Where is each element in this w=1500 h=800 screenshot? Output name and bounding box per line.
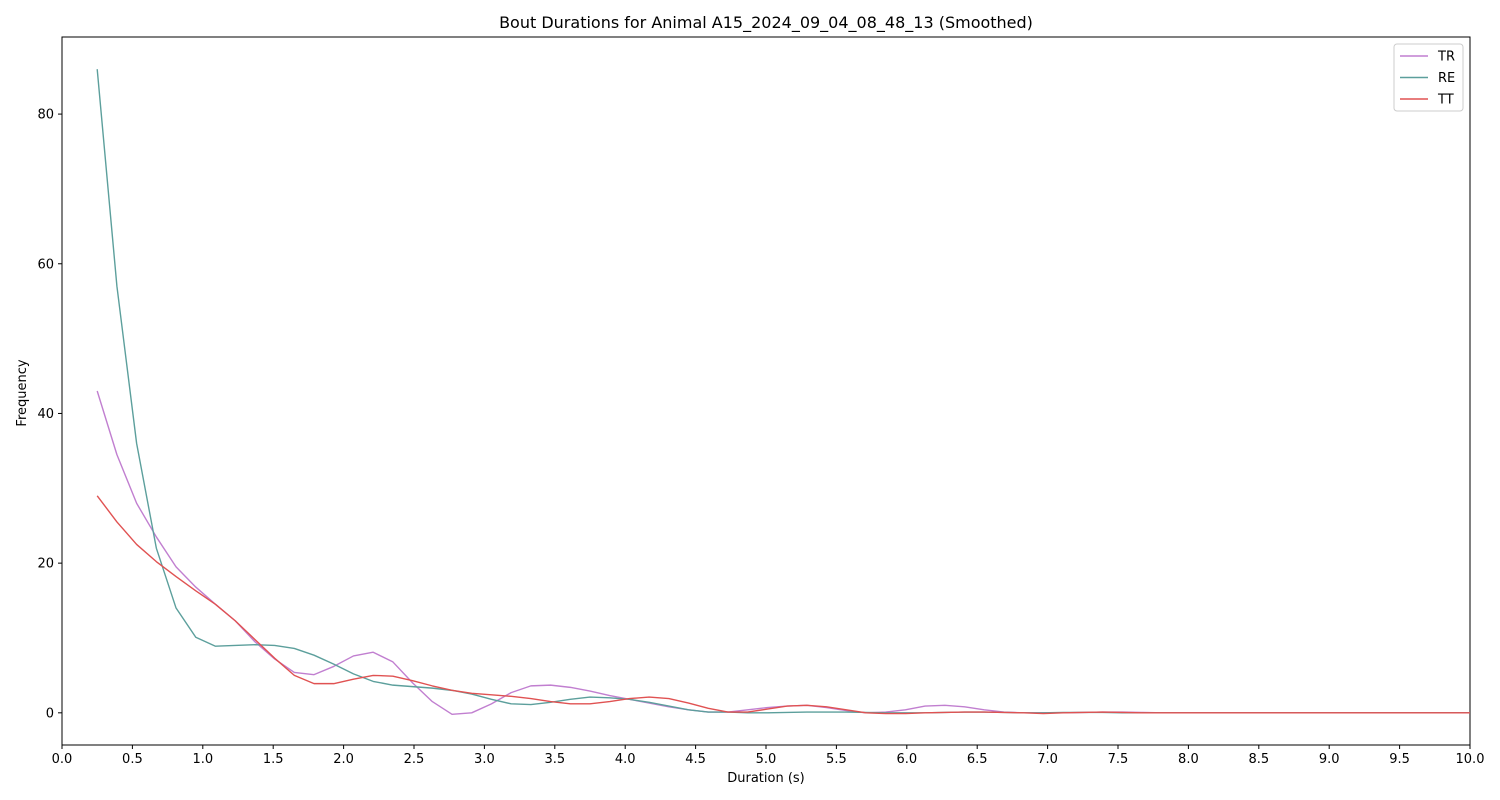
legend: TR RE TT <box>1393 43 1464 112</box>
x-tick-label: 7.5 <box>1108 752 1129 767</box>
x-tick-label: 2.0 <box>333 752 354 767</box>
x-tick-label: 0.0 <box>52 752 73 767</box>
chart-title: Bout Durations for Animal A15_2024_09_04… <box>499 13 1033 33</box>
x-tick-label: 6.5 <box>967 752 988 767</box>
x-tick-label: 9.0 <box>1319 752 1340 767</box>
series-line-re <box>96 69 1470 714</box>
x-tick-label: 3.5 <box>544 752 565 767</box>
x-tick-label: 9.5 <box>1389 752 1410 767</box>
x-axis: 0.0 0.5 1.0 1.5 2.0 2.5 3.0 3.5 4.0 4.5 5.0 5.5 6.0 6… <box>52 745 1485 767</box>
x-tick-label: 5.5 <box>826 752 847 767</box>
legend-label-tt: TT <box>1437 93 1454 108</box>
plot-area <box>61 36 1471 746</box>
y-tick-label: 20 <box>37 557 54 572</box>
x-tick-label: 1.5 <box>263 752 284 767</box>
x-tick-label: 3.0 <box>474 752 495 767</box>
x-tick-label: 5.0 <box>756 752 777 767</box>
x-tick-label: 2.5 <box>404 752 425 767</box>
legend-label-tr: TR <box>1437 50 1455 65</box>
x-tick-label: 6.0 <box>896 752 917 767</box>
y-tick-label: 0 <box>46 706 54 721</box>
series-line-tt <box>96 495 1470 715</box>
y-tick-label: 40 <box>37 407 54 422</box>
series-group <box>96 69 1470 716</box>
y-tick-label: 60 <box>37 257 54 272</box>
x-tick-label: 10.0 <box>1456 752 1485 767</box>
y-tick-label: 80 <box>37 108 54 123</box>
series-line-tr <box>96 390 1470 716</box>
x-tick-label: 4.5 <box>685 752 706 767</box>
y-axis: 0 20 40 60 80 <box>37 108 62 721</box>
y-axis-label: Frequency <box>15 359 30 426</box>
legend-box <box>1393 43 1464 112</box>
x-tick-label: 0.5 <box>122 752 143 767</box>
x-tick-label: 4.0 <box>615 752 636 767</box>
x-tick-label: 8.0 <box>1178 752 1199 767</box>
x-tick-label: 8.5 <box>1248 752 1269 767</box>
legend-label-re: RE <box>1438 71 1455 86</box>
x-tick-label: 7.0 <box>1037 752 1058 767</box>
x-axis-label: Duration (s) <box>727 771 805 786</box>
plot-frame <box>61 36 1471 746</box>
x-tick-label: 1.0 <box>192 752 213 767</box>
